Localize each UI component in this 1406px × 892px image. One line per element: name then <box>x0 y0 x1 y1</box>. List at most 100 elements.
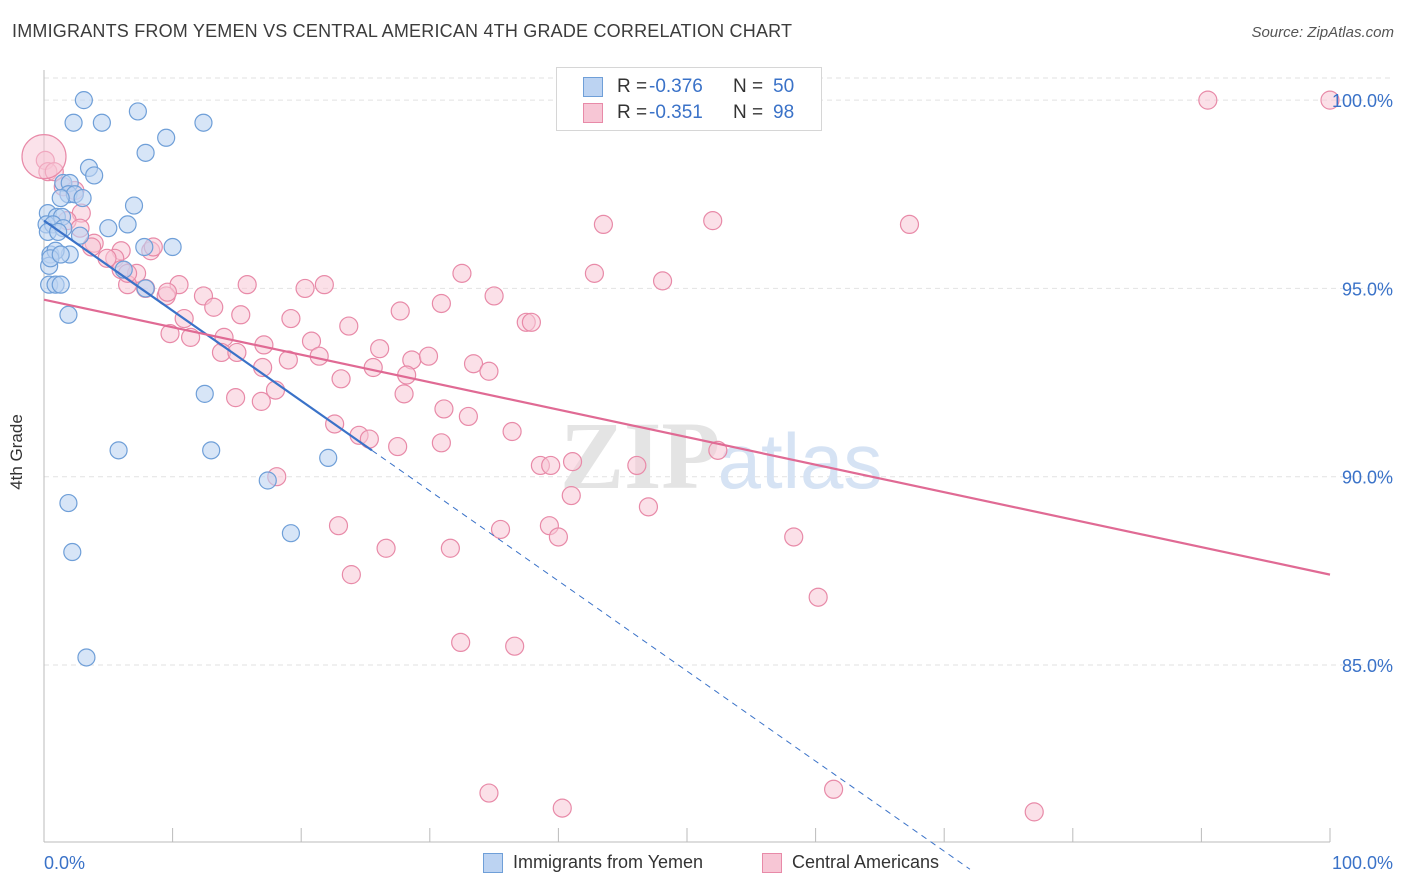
central-point <box>463 354 484 374</box>
central-point <box>339 316 359 336</box>
yemen-point <box>194 113 213 132</box>
legend-r-label: R = <box>617 76 648 97</box>
central-point <box>331 369 351 389</box>
yemen-point <box>77 648 96 667</box>
y-tick-label: 90.0% <box>1342 468 1393 488</box>
central-point <box>479 361 499 381</box>
legend-n-value: 50 <box>773 76 795 97</box>
central-point <box>295 278 315 299</box>
y-tick-label: 100.0% <box>1332 91 1393 111</box>
central-point <box>627 455 647 476</box>
central-point <box>652 271 673 291</box>
yemen-point <box>118 215 137 234</box>
chart-source: Source: ZipAtlas.com <box>1251 24 1394 41</box>
yemen-point <box>51 188 70 208</box>
central-point <box>341 565 361 585</box>
central-point <box>431 293 451 314</box>
central-point <box>1198 90 1218 110</box>
central-point <box>314 275 334 295</box>
central-point <box>451 632 471 653</box>
yemen-point <box>258 471 277 490</box>
central-point <box>561 485 581 506</box>
yemen-point <box>124 196 144 215</box>
central-point <box>584 263 605 283</box>
yemen-point <box>51 245 70 264</box>
yemen-point <box>92 113 111 132</box>
watermark-zip: ZIP <box>560 402 720 509</box>
central-point <box>376 538 396 558</box>
central-point <box>301 331 322 351</box>
legend: R = -0.376 N = 50 R = -0.351 N = 98 <box>556 67 822 131</box>
yemen-point <box>59 493 78 513</box>
central-point <box>434 399 454 419</box>
central-point <box>394 384 414 404</box>
legend-n-value: 98 <box>773 102 795 123</box>
yemen-point <box>85 166 104 185</box>
x-tick-label: 100.0% <box>1332 853 1393 873</box>
central-point <box>251 391 271 411</box>
legend-r-value: -0.376 <box>649 76 703 97</box>
central-point <box>237 275 257 295</box>
legend-swatch-central <box>583 103 603 123</box>
legend-r-value: -0.351 <box>649 102 703 123</box>
central-point <box>440 538 460 558</box>
central-point <box>1320 90 1340 110</box>
central-point <box>824 779 844 799</box>
central-point <box>484 286 504 306</box>
chart-title: IMMIGRANTS FROM YEMEN VS CENTRAL AMERICA… <box>12 21 793 41</box>
yemen-point <box>64 113 83 132</box>
legend-n-label: N = <box>733 76 764 97</box>
central-point <box>502 421 522 442</box>
central-point <box>388 436 408 457</box>
central-point <box>552 798 572 818</box>
watermark: ZIP atlas <box>560 402 882 509</box>
central-point <box>363 357 383 378</box>
x-tick-label: 0.0% <box>44 853 85 873</box>
central-point <box>157 282 178 302</box>
y-axis-label: 4th Grade <box>7 414 26 490</box>
central-point <box>593 214 614 234</box>
tick-labels: 100.0% 95.0% 90.0% 85.0% 0.0% 100.0% <box>44 91 1393 873</box>
central-point <box>490 519 511 540</box>
bottom-legend-swatch-central <box>762 853 782 873</box>
yemen-point <box>74 91 93 110</box>
central-point <box>431 433 451 453</box>
yemen-point <box>157 128 176 147</box>
central-point <box>204 297 224 317</box>
trend-lines <box>43 219 1331 870</box>
central-point <box>231 305 251 325</box>
central-point <box>899 214 920 234</box>
yemen-point <box>202 441 221 460</box>
y-tick-label: 95.0% <box>1342 279 1393 299</box>
central-point <box>458 406 478 427</box>
yemen-point <box>195 384 214 403</box>
central-point <box>808 587 828 607</box>
yemen-point <box>319 448 338 467</box>
central-point <box>370 339 390 359</box>
central-point <box>21 134 67 180</box>
central-point <box>784 527 804 547</box>
yemen-point <box>135 237 154 257</box>
yemen-point <box>63 542 82 562</box>
yemen-point <box>281 524 301 543</box>
yemen-point <box>73 188 92 208</box>
yemen-point <box>136 279 155 298</box>
central-trend-line <box>43 298 1331 576</box>
yemen-point <box>70 226 90 245</box>
central-point <box>227 342 247 363</box>
central-point <box>541 455 561 476</box>
central-point <box>521 312 541 332</box>
yemen-points <box>37 91 338 667</box>
central-point <box>418 346 439 366</box>
central-point <box>479 783 499 803</box>
axis-layer <box>43 70 1331 843</box>
legend-swatch-yemen <box>583 77 603 97</box>
bottom-legend-label-central: Central Americans <box>792 852 940 872</box>
central-point <box>562 452 583 472</box>
grid-layer <box>44 77 1390 666</box>
legend-n-label: N = <box>733 102 764 123</box>
central-point <box>505 636 525 656</box>
central-point <box>703 211 723 231</box>
yemen-point <box>99 219 118 238</box>
